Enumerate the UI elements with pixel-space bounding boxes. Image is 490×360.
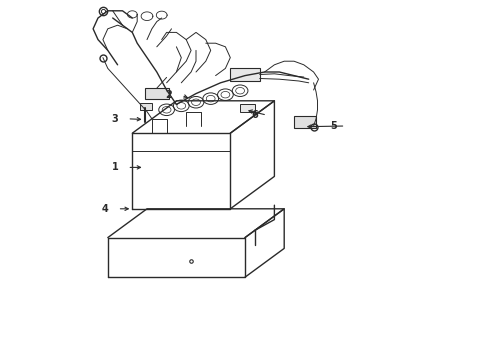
FancyBboxPatch shape xyxy=(230,68,260,81)
Text: 3: 3 xyxy=(112,114,119,124)
Text: 2: 2 xyxy=(166,90,172,100)
Text: 6: 6 xyxy=(251,110,258,120)
FancyBboxPatch shape xyxy=(145,88,169,99)
Text: 5: 5 xyxy=(330,121,337,131)
FancyBboxPatch shape xyxy=(294,116,316,128)
FancyBboxPatch shape xyxy=(140,103,152,110)
Text: 1: 1 xyxy=(112,162,119,172)
Text: 4: 4 xyxy=(102,204,109,214)
FancyBboxPatch shape xyxy=(240,104,255,112)
